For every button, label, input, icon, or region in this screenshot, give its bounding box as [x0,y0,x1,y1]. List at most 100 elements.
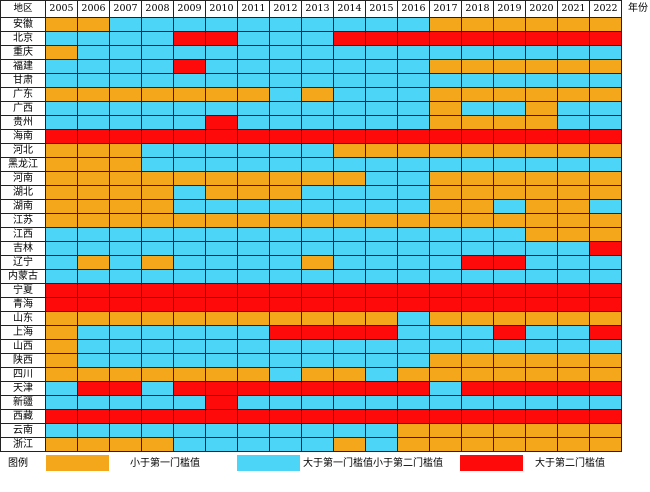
region-label: 内蒙古 [0,269,46,284]
heatmap-cell [557,157,590,172]
heatmap-cell [77,381,110,396]
heatmap-cell [557,171,590,186]
heatmap-cell [429,45,462,60]
heatmap-cell [205,17,238,32]
heatmap-cell [429,255,462,270]
region-label: 江西 [0,227,46,242]
heatmap-cell [45,255,78,270]
heatmap-cell [109,409,142,424]
heatmap-cell [589,101,622,116]
heatmap-cell [173,129,206,144]
heatmap-cell [333,115,366,130]
heatmap-cell [141,255,174,270]
heatmap-cell [461,297,494,312]
heatmap-cell [461,437,494,452]
heatmap-cell [173,45,206,60]
region-label: 重庆 [0,45,46,60]
heatmap-cell [397,339,430,354]
heatmap-cell [269,409,302,424]
region-row: 海南 [0,129,622,144]
legend-title: 图例 [8,458,28,469]
heatmap-cell [205,339,238,354]
heatmap-cell [493,241,526,256]
heatmap-cell [365,59,398,74]
heatmap-cell [237,129,270,144]
heatmap-cell [333,241,366,256]
heatmap-cell [269,423,302,438]
heatmap-cell [365,311,398,326]
heatmap-cell [365,381,398,396]
heatmap-cell [589,227,622,242]
heatmap-cell [141,115,174,130]
heatmap-cell [77,227,110,242]
heatmap-cell [461,339,494,354]
heatmap-cell [589,367,622,382]
heatmap-cell [109,241,142,256]
heatmap-cell [141,353,174,368]
heatmap-cell [493,325,526,340]
heatmap-cell [141,283,174,298]
heatmap-cell [109,227,142,242]
heatmap-cell [77,255,110,270]
region-label: 黑龙江 [0,157,46,172]
region-row: 北京 [0,31,622,46]
heatmap-cell [269,437,302,452]
heatmap-cell [45,143,78,158]
heatmap-cell [301,311,334,326]
heatmap-cell [365,45,398,60]
heatmap-cell [237,185,270,200]
heatmap-cell [109,101,142,116]
heatmap-cell [237,87,270,102]
row-header: 地区 [0,0,46,18]
year-tick-label: 2018 [461,0,494,18]
heatmap-cell [237,381,270,396]
region-row: 西藏 [0,409,622,424]
heatmap-cell [301,143,334,158]
heatmap-cell [269,325,302,340]
heatmap-cell [173,409,206,424]
heatmap-cell [557,339,590,354]
heatmap-cell [493,381,526,396]
heatmap-cell [45,437,78,452]
heatmap-cell [45,381,78,396]
heatmap-cell [557,269,590,284]
heatmap-cell [205,31,238,46]
heatmap-cell [525,423,558,438]
heatmap-cell [173,395,206,410]
heatmap-cell [173,227,206,242]
heatmap-cell [77,395,110,410]
heatmap-cell [589,199,622,214]
region-row: 湖北 [0,185,622,200]
heatmap-cell [589,171,622,186]
heatmap-cell [45,367,78,382]
heatmap-cell [237,339,270,354]
heatmap-cell [525,437,558,452]
heatmap-cell [301,395,334,410]
heatmap-cell [237,283,270,298]
heatmap-cell [429,129,462,144]
year-tick-label: 2010 [205,0,238,18]
heatmap-cell [269,241,302,256]
heatmap-cell [109,171,142,186]
heatmap-cell [333,353,366,368]
heatmap-cell [493,17,526,32]
heatmap-cell [397,241,430,256]
region-label: 河北 [0,143,46,158]
legend-label-red: 大于第二门槛值 [535,458,605,469]
heatmap-cell [77,73,110,88]
heatmap-cell [397,17,430,32]
heatmap-cell [397,157,430,172]
heatmap-cell [269,227,302,242]
year-tick-label: 2016 [397,0,430,18]
heatmap-cell [173,283,206,298]
heatmap-cell [269,283,302,298]
heatmap-cell [461,241,494,256]
heatmap-cell [269,59,302,74]
heatmap-cell [301,353,334,368]
year-tick-label: 2020 [525,0,558,18]
heatmap-cell [205,199,238,214]
heatmap-cell [77,437,110,452]
heatmap-cell [333,409,366,424]
heatmap-cell [237,255,270,270]
heatmap-cell [397,283,430,298]
